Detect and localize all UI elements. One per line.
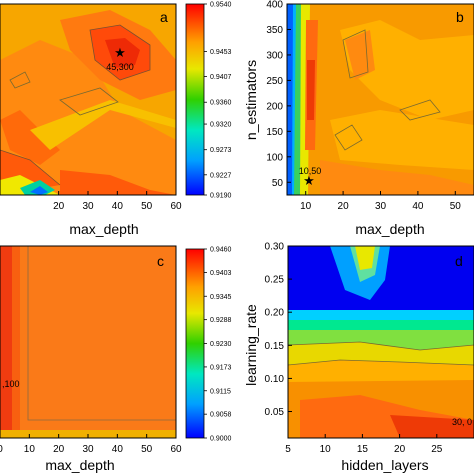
y-tick-label: 300 xyxy=(266,50,283,61)
panel-label-d: d xyxy=(455,253,463,269)
colorbar-tick-label: 0.9460 xyxy=(210,247,232,254)
x-tick-label: 50 xyxy=(141,444,153,455)
x-tick-label: 25 xyxy=(431,444,443,455)
y-tick-label: 0.30 xyxy=(265,242,285,253)
x-tick-label: 30 xyxy=(82,444,94,455)
panel-a: 20 30 40 50 60 a max_depth ★ 45,300 0.95400.… xyxy=(0,2,232,237)
heatmap-c xyxy=(0,246,176,438)
colorbar-tick-label: 0.9453 xyxy=(210,49,232,56)
colorbar-tick-label: 0.9000 xyxy=(210,436,232,443)
colorbar-a: 0.9540 0.9453 0.9407 0.9360 0.9320 0.9273 0.92… xyxy=(185,2,232,200)
colorbar-gradient-c xyxy=(185,248,205,439)
x-axis-label-a: max_depth xyxy=(69,221,138,237)
y-tick-label: 100 xyxy=(266,152,283,163)
x-axis-label-b: max_depth xyxy=(355,221,424,237)
x-tick-label: 50 xyxy=(450,201,462,212)
colorbar-tick-label: 0.9115 xyxy=(210,388,231,395)
y-tick-label: 50 xyxy=(272,178,284,189)
x-tick-label: 30 xyxy=(375,201,387,212)
colorbar-tick-label: 0.9288 xyxy=(210,317,232,324)
x-ticks-a: 20 30 40 50 60 xyxy=(53,191,182,212)
y-tick-label: 0.05 xyxy=(265,407,285,418)
heatmap-a xyxy=(0,4,176,195)
y-tick-label: 350 xyxy=(266,25,283,36)
colorbar-tick-label: 0.9230 xyxy=(210,341,232,348)
x-axis-label-d: hidden_layers xyxy=(341,457,428,473)
y-tick-label: 200 xyxy=(266,101,283,112)
best-point-label-c: ,100 xyxy=(2,379,20,389)
best-point-label-a: 45,300 xyxy=(106,62,134,72)
colorbar-tick-label: 0.9320 xyxy=(210,122,232,129)
colorbar-tick-label: 0.9360 xyxy=(210,100,232,107)
x-tick-label: 40 xyxy=(112,201,124,212)
colorbar-tick-label: 0.9540 xyxy=(210,2,232,9)
best-point-label-b: 10,50 xyxy=(299,166,322,176)
colorbar-tick-label: 0.9190 xyxy=(210,193,232,200)
y-tick-label: 150 xyxy=(266,127,283,138)
panel-label-a: a xyxy=(160,9,168,25)
x-tick-label: 20 xyxy=(53,444,65,455)
x-tick-label: 15 xyxy=(357,444,369,455)
x-tick-label: 50 xyxy=(141,201,153,212)
colorbar-tick-label: 0.9273 xyxy=(210,147,232,154)
x-tick-label: 10 xyxy=(300,201,312,212)
colorbar-tick-label: 0.9058 xyxy=(210,412,232,419)
x-tick-label: 10 xyxy=(24,444,36,455)
y-tick-label: 0.25 xyxy=(265,275,285,286)
x-tick-label: 20 xyxy=(53,201,65,212)
plot-frame-d xyxy=(287,245,474,439)
x-tick-label: 0 xyxy=(0,444,3,455)
best-point-marker-a: ★ xyxy=(114,45,126,60)
x-tick-label: 5 xyxy=(285,444,291,455)
x-tick-label: 60 xyxy=(170,201,182,212)
y-tick-label: 0.15 xyxy=(265,341,285,352)
x-tick-label: 20 xyxy=(338,201,350,212)
x-ticks-c: 0 10 20 30 40 50 60 xyxy=(0,434,182,455)
y-tick-label: 0.10 xyxy=(265,374,285,385)
heatmap-d xyxy=(288,246,474,438)
x-tick-label: 60 xyxy=(170,444,182,455)
colorbar-tick-label: 0.9345 xyxy=(210,294,232,301)
best-point-label-d: 30, 0 xyxy=(452,417,472,427)
panel-label-c: c xyxy=(157,253,164,269)
panel-d: 5 10 15 20 25 0.05 0.10 0.15 0.20 0.25 0.30 d hidd… xyxy=(243,242,474,473)
best-point-marker-b: ★ xyxy=(303,173,315,188)
y-tick-label: 0.20 xyxy=(265,308,285,319)
y-axis-label-b: n_estimators xyxy=(243,60,259,140)
x-tick-label: 30 xyxy=(82,201,94,212)
x-axis-label-c: max_depth xyxy=(45,457,114,473)
y-axis-label-d: learning_rate xyxy=(243,304,259,386)
panel-b: 10 20 30 40 50 50 100 150 200 250 300 350 400 b max_… xyxy=(243,0,474,237)
x-tick-label: 10 xyxy=(320,444,332,455)
colorbar-gradient-a xyxy=(185,3,205,196)
x-tick-label: 20 xyxy=(394,444,406,455)
heatmap-b xyxy=(287,4,474,195)
axis-ticks-b: 10 20 30 40 50 50 100 150 200 250 300 350 400 xyxy=(266,0,461,212)
colorbar-tick-label: 0.9407 xyxy=(210,74,232,81)
panel-label-b: b xyxy=(456,9,464,25)
y-tick-label: 250 xyxy=(266,76,283,87)
colorbar-tick-label: 0.9173 xyxy=(210,364,232,371)
colorbar-tick-label: 0.9227 xyxy=(210,172,232,179)
axis-ticks-d: 5 10 15 20 25 0.05 0.10 0.15 0.20 0.25 0.30 xyxy=(265,242,443,456)
x-tick-label: 40 xyxy=(412,201,424,212)
colorbar-tick-label: 0.9403 xyxy=(210,270,232,277)
colorbar-c: 0.9460 0.9403 0.9345 0.9288 0.9230 0.9173 0.91… xyxy=(185,247,232,443)
x-tick-label: 40 xyxy=(112,444,124,455)
y-tick-label: 400 xyxy=(266,0,283,11)
